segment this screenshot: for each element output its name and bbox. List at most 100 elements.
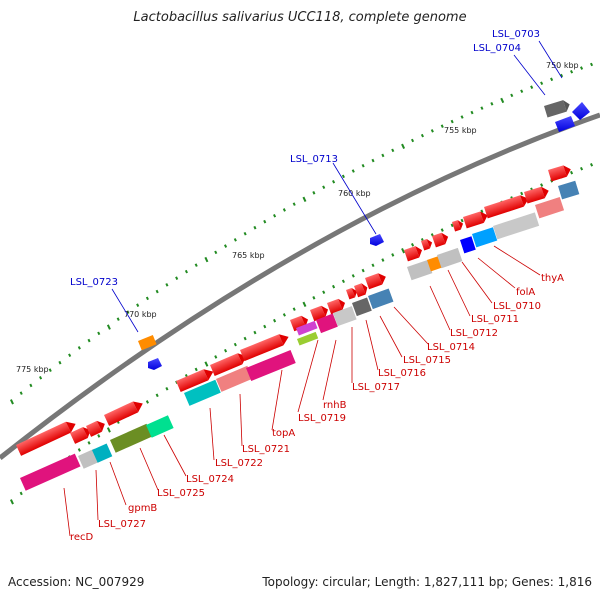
forward-gene-labels: thyA folA LSL_0710 LSL_0711 LSL_0712 LSL… <box>63 245 564 543</box>
label-lsl-0711[interactable]: LSL_0711 <box>471 314 519 325</box>
feature-boxes <box>20 180 580 491</box>
label-fola[interactable]: folA <box>516 287 535 298</box>
scale-tick <box>106 427 111 433</box>
forward-genes <box>15 100 571 456</box>
scale-tick <box>500 97 505 104</box>
scale-tick <box>540 81 544 86</box>
scale-tick <box>253 330 257 335</box>
label-topa[interactable]: topA <box>272 428 295 439</box>
label-lsl-0704[interactable]: LSL_0704 <box>473 43 521 54</box>
scale-tick <box>116 317 120 321</box>
gene-block <box>176 369 214 393</box>
scale-tick <box>460 115 464 119</box>
gene-block <box>404 246 423 262</box>
scale-tick <box>282 313 286 317</box>
scale-tick <box>480 106 484 110</box>
label-lsl-0723[interactable]: LSL_0723 <box>70 277 118 288</box>
scale-tick <box>136 303 140 307</box>
gene-block <box>327 298 346 315</box>
gene-block <box>104 401 143 426</box>
scale-tick <box>155 289 159 294</box>
scale-label-770: 770 kbp <box>124 310 157 319</box>
scale-tick <box>145 296 149 301</box>
scale-tick <box>580 66 584 70</box>
scale-tick <box>371 158 375 163</box>
scale-label-760: 760 kbp <box>338 189 371 198</box>
scale-tick <box>322 185 326 190</box>
scale-tick <box>233 342 237 347</box>
scale-tick <box>302 196 307 203</box>
label-gpmb[interactable]: gpmB <box>128 503 157 514</box>
scale-labels: 750 kbp 755 kbp 760 kbp 765 kbp 770 kbp … <box>16 61 579 374</box>
scale-tick <box>126 310 130 314</box>
gene-block <box>346 287 358 300</box>
scale-tick <box>68 353 72 358</box>
scale-tick <box>351 274 355 278</box>
scale-tick <box>322 290 326 295</box>
scale-tick <box>97 331 101 336</box>
scale-tick <box>39 375 43 380</box>
scale-tick <box>371 263 375 268</box>
scale-tick <box>440 228 444 232</box>
label-thya[interactable]: thyA <box>541 273 564 284</box>
label-lsl-0703[interactable]: LSL_0703 <box>492 29 540 40</box>
scale-tick <box>204 361 209 367</box>
label-lsl-0710[interactable]: LSL_0710 <box>493 301 541 312</box>
gene-block <box>240 334 289 362</box>
label-lsl-0725[interactable]: LSL_0725 <box>157 488 205 499</box>
label-recd[interactable]: recD <box>70 532 94 543</box>
scale-tick <box>590 62 594 67</box>
label-lsl-0727[interactable]: LSL_0727 <box>98 519 146 530</box>
gene-block <box>310 305 329 322</box>
scale-tick <box>540 183 544 187</box>
scale-tick <box>570 69 574 74</box>
label-lsl-0715[interactable]: LSL_0715 <box>403 355 451 366</box>
label-lsl-0712[interactable]: LSL_0712 <box>450 328 498 339</box>
scale-tick <box>312 296 316 300</box>
scale-tick <box>590 163 594 167</box>
scale-label-765: 765 kbp <box>232 251 265 260</box>
scale-tick <box>351 169 355 173</box>
scale-tick <box>391 253 395 257</box>
scale-tick <box>194 367 198 372</box>
scale-tick <box>450 119 454 124</box>
scale-tick <box>430 129 434 133</box>
label-lsl-0724[interactable]: LSL_0724 <box>186 474 234 485</box>
gene-block <box>524 186 549 204</box>
scale-tick <box>204 256 209 263</box>
scale-tick <box>470 110 474 115</box>
scale-tick <box>490 102 494 106</box>
scale-tick <box>9 499 14 505</box>
gene-block <box>452 220 464 232</box>
scale-tick <box>77 346 81 350</box>
scale-tick <box>263 219 267 224</box>
scale-tick <box>361 268 365 273</box>
gene-block <box>354 283 368 298</box>
scale-tick <box>411 243 415 247</box>
label-lsl-0717[interactable]: LSL_0717 <box>352 382 400 393</box>
scale-tick <box>233 238 237 242</box>
scale-tick <box>19 391 23 395</box>
scale-tick <box>341 279 345 284</box>
scale-tick <box>253 225 257 230</box>
scale-tick <box>29 383 33 388</box>
scale-tick <box>184 269 188 274</box>
scale-tick <box>391 148 395 153</box>
label-lsl-0714[interactable]: LSL_0714 <box>427 342 475 353</box>
label-lsl-0719[interactable]: LSL_0719 <box>298 413 346 424</box>
scale-tick <box>580 166 584 171</box>
label-lsl-0722[interactable]: LSL_0722 <box>215 458 263 469</box>
scale-tick <box>273 213 277 218</box>
label-lsl-0716[interactable]: LSL_0716 <box>378 368 426 379</box>
scale-tick <box>263 324 267 329</box>
label-lsl-0721[interactable]: LSL_0721 <box>242 444 290 455</box>
scale-tick <box>165 386 169 391</box>
scale-tick <box>520 89 524 94</box>
scale-tick <box>214 355 218 359</box>
scale-tick <box>420 133 424 138</box>
label-lsl-0713[interactable]: LSL_0713 <box>290 154 338 165</box>
scale-tick <box>48 368 52 372</box>
label-rnhb[interactable]: rnhB <box>323 400 347 411</box>
